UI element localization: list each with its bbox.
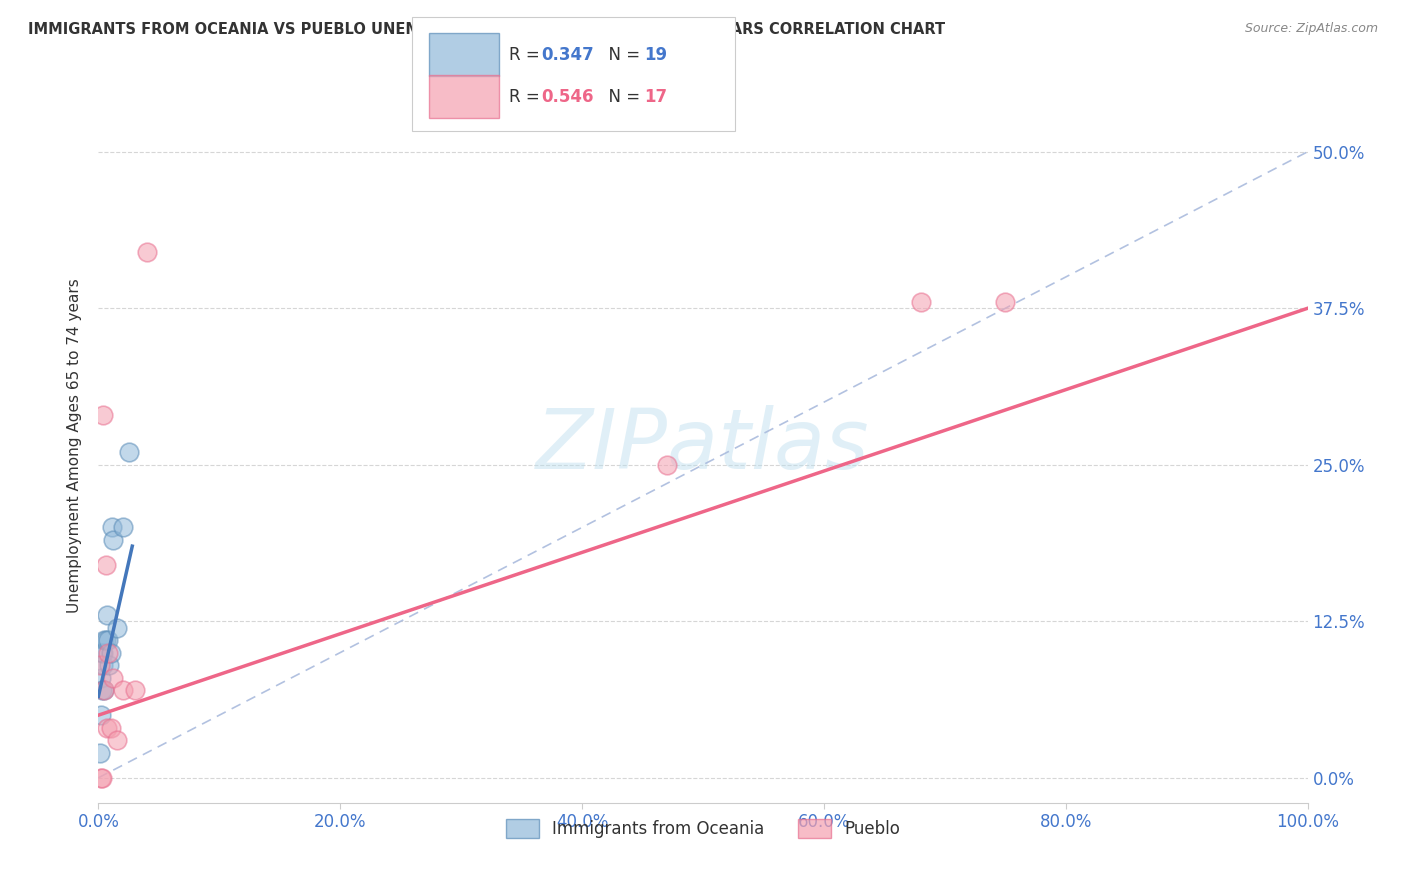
Text: IMMIGRANTS FROM OCEANIA VS PUEBLO UNEMPLOYMENT AMONG AGES 65 TO 74 YEARS CORRELA: IMMIGRANTS FROM OCEANIA VS PUEBLO UNEMPL… — [28, 22, 945, 37]
Point — [101, 671, 124, 685]
Point — [98, 658, 121, 673]
Point — [994, 295, 1017, 310]
Text: ZIPatlas: ZIPatlas — [536, 406, 870, 486]
Point — [90, 671, 112, 685]
Point — [118, 445, 141, 459]
Point — [93, 683, 115, 698]
Text: R =: R = — [509, 88, 546, 106]
Point — [89, 658, 111, 673]
Point — [124, 683, 146, 698]
Point — [111, 520, 134, 534]
Point — [96, 607, 118, 622]
Point — [90, 771, 112, 785]
Point — [91, 646, 114, 660]
Point — [93, 633, 115, 648]
Text: N =: N = — [598, 46, 645, 64]
Text: 0.546: 0.546 — [541, 88, 593, 106]
Point — [94, 558, 117, 572]
Point — [100, 520, 122, 534]
Y-axis label: Unemployment Among Ages 65 to 74 years: Unemployment Among Ages 65 to 74 years — [67, 278, 83, 614]
Point — [655, 458, 678, 472]
Point — [93, 683, 115, 698]
Point — [105, 621, 128, 635]
Point — [91, 658, 114, 673]
Text: 19: 19 — [644, 46, 666, 64]
Point — [91, 683, 114, 698]
Point — [96, 721, 118, 735]
Point — [91, 771, 114, 785]
Text: N =: N = — [598, 88, 645, 106]
Point — [90, 708, 112, 723]
Legend: Immigrants from Oceania, Pueblo: Immigrants from Oceania, Pueblo — [499, 812, 907, 845]
Text: Source: ZipAtlas.com: Source: ZipAtlas.com — [1244, 22, 1378, 36]
Point — [100, 721, 122, 735]
Point — [135, 244, 157, 259]
Point — [97, 646, 120, 660]
Point — [101, 533, 124, 547]
Point — [91, 646, 114, 660]
Point — [100, 646, 122, 660]
Point — [91, 408, 114, 422]
Point — [97, 633, 120, 648]
Text: 0.347: 0.347 — [541, 46, 595, 64]
Point — [89, 746, 111, 760]
Text: 17: 17 — [644, 88, 666, 106]
Text: R =: R = — [509, 46, 546, 64]
Point — [111, 683, 134, 698]
Point — [910, 295, 932, 310]
Point — [94, 633, 117, 648]
Point — [105, 733, 128, 747]
